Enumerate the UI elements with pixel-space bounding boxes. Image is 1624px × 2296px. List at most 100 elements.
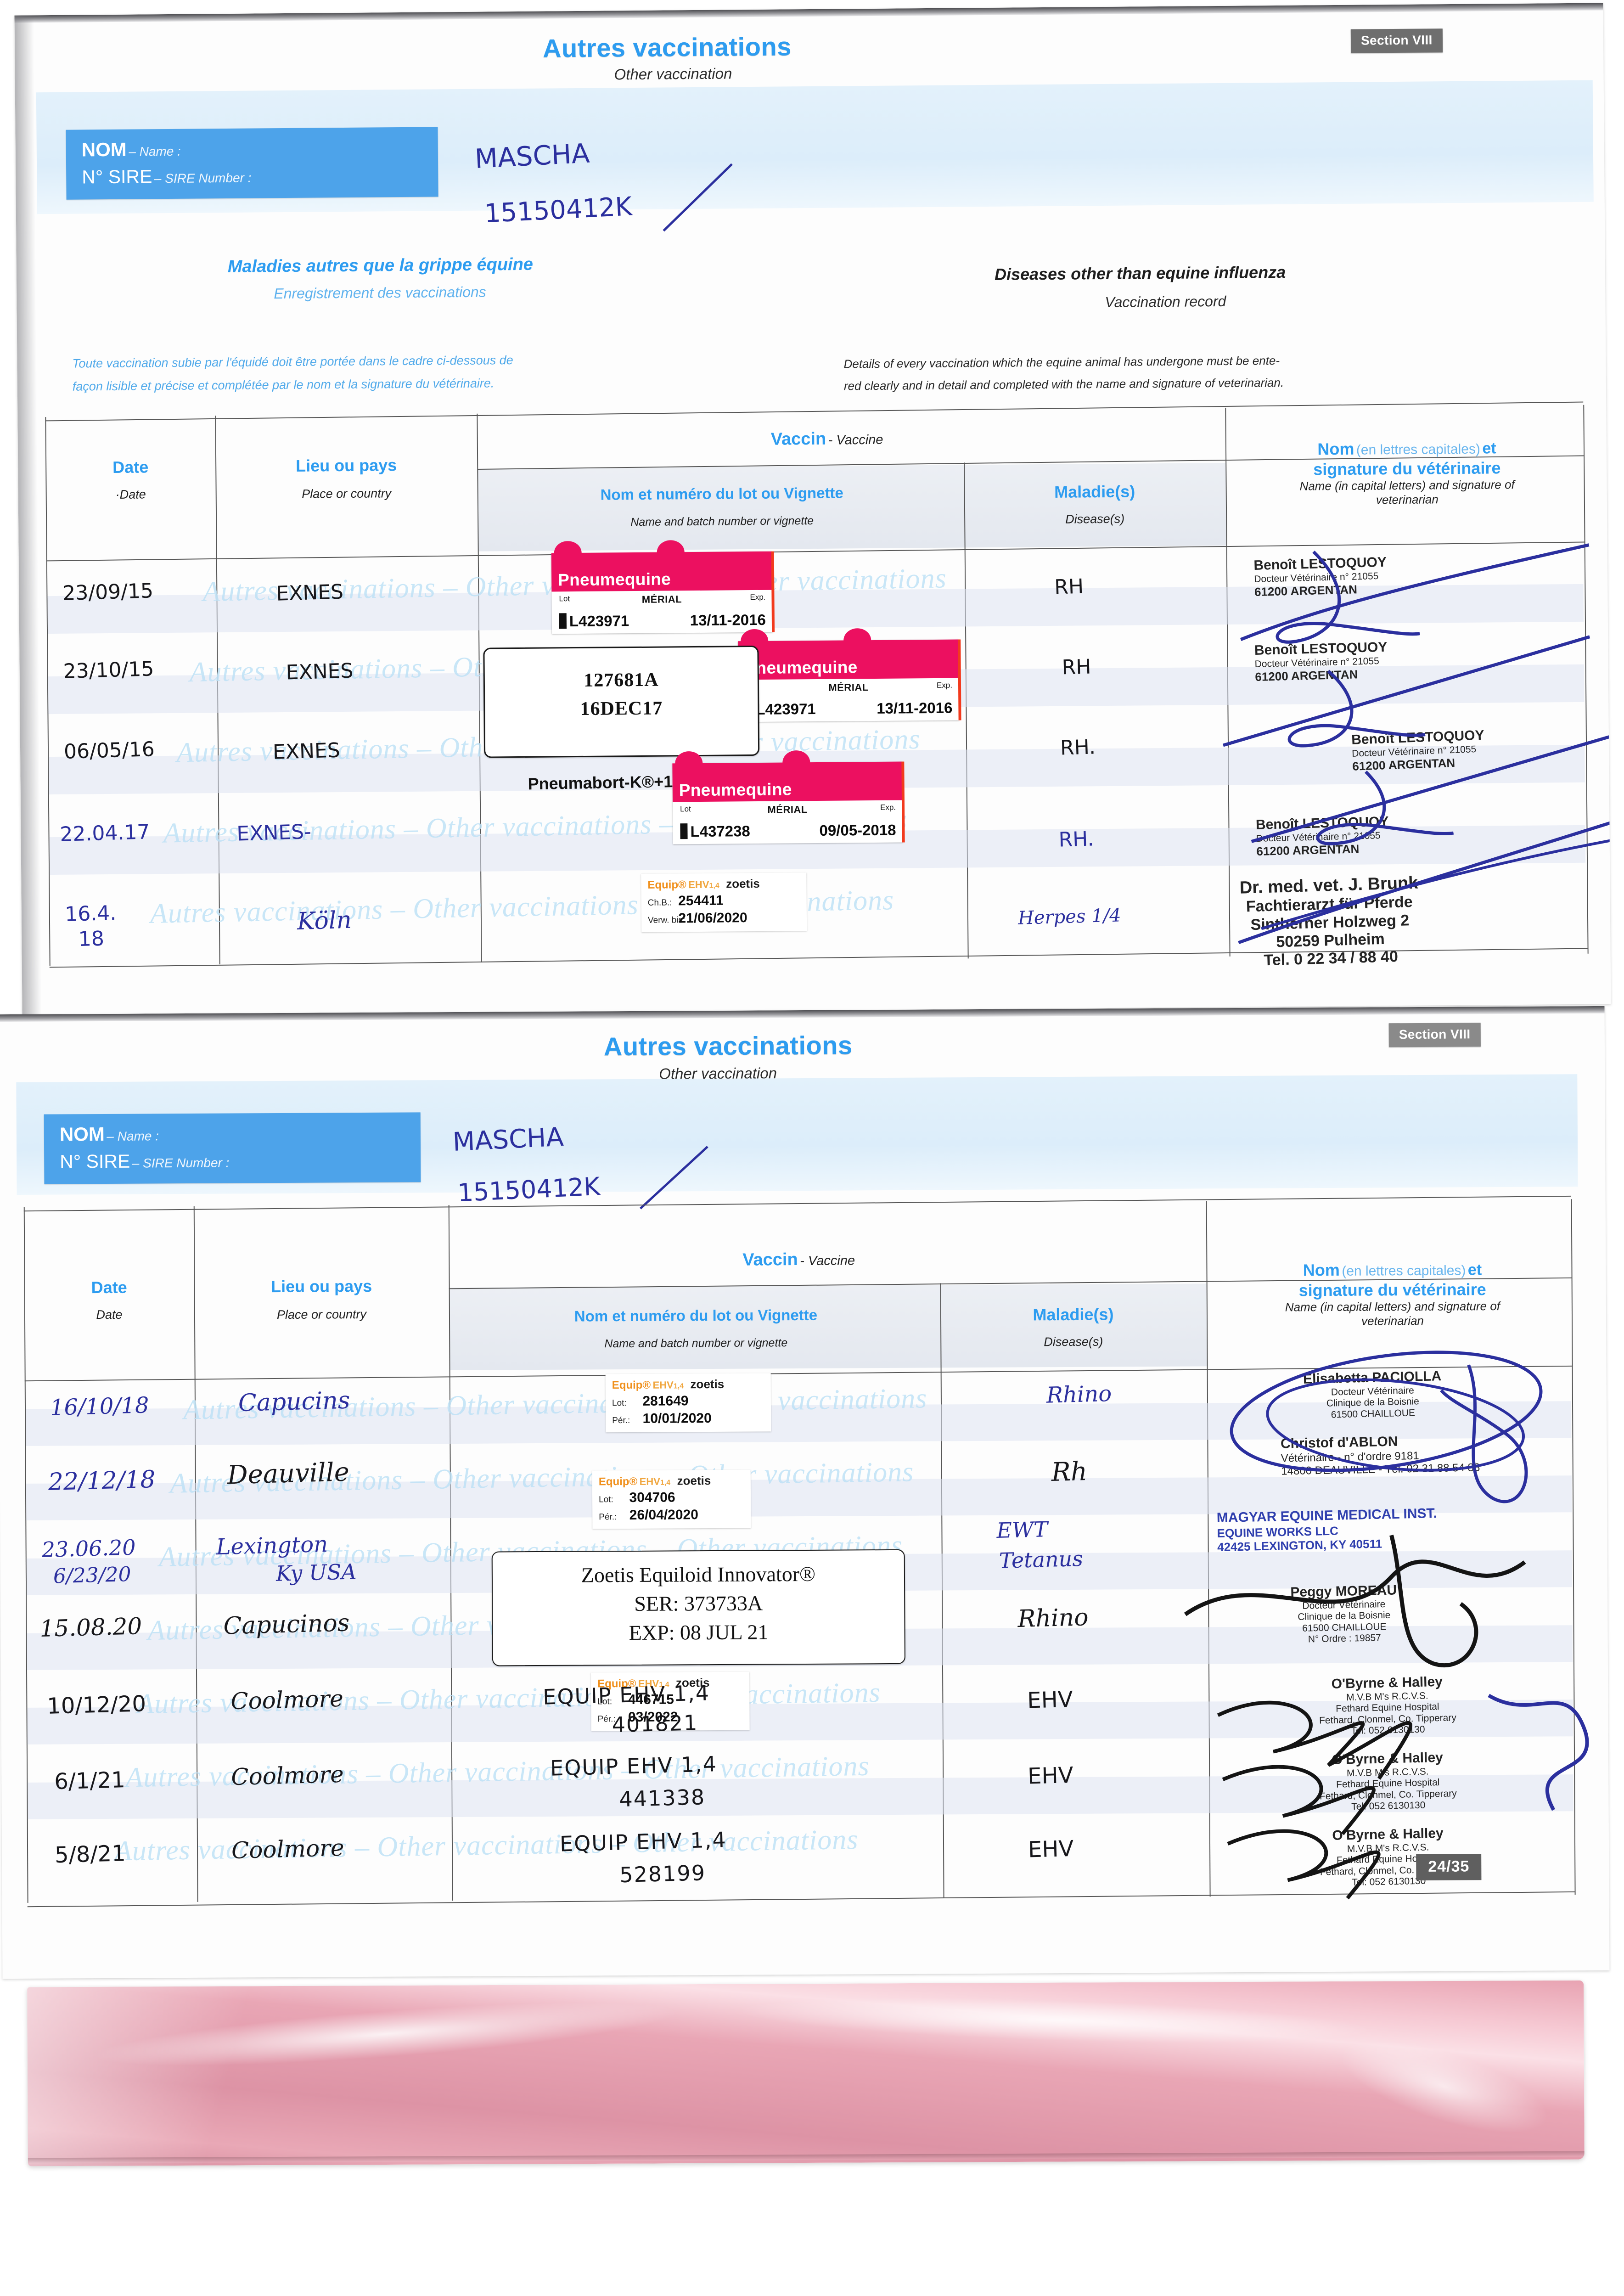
vet-stamp-bottom-5-name: O'Byrne & Halley (1332, 1750, 1444, 1767)
row-date-top-1: 23/10/15 (62, 657, 155, 683)
zoetis-b1-variant-sub: 1,4 (673, 1382, 684, 1390)
sire-label-en-bottom: – SIRE Number : (132, 1155, 230, 1171)
row-place-bottom-5: Coolmore (230, 1761, 344, 1791)
colhead-date-fr-top: Date (112, 457, 149, 477)
nom-row-bottom: NOM – Name : (60, 1119, 409, 1148)
table-vline-top-right (1583, 405, 1589, 954)
sire-label-fr-top: N° SIRE (82, 165, 152, 188)
pink-plastic-sleeve (27, 1980, 1585, 2167)
sticker-equiloid-line2: SER: 373733A (634, 1591, 763, 1615)
vignette-3-body: Lot MÉRIAL Exp. L437238 09/05-2018 (673, 800, 903, 844)
zoetis-top1-sup: ® (678, 878, 686, 891)
row-date-bottom-4: 10/12/20 (46, 1691, 146, 1719)
vignette-pneumequine-2: Pneumequine Lot MÉRIAL Exp. L423971 13/1… (738, 639, 961, 722)
vignette-1-name: Pneumequine (558, 569, 671, 590)
zoetis-label-top-1: Equip® EHV1,4 zoetis Ch.B.: 254411 Verw.… (641, 872, 807, 932)
vet-stamp-bottom-0: Elisabetta PACIOLLA Docteur Vétérinaire … (1303, 1368, 1443, 1421)
zoetis-b1-header: Equip® EHV1,4 zoetis (612, 1377, 764, 1392)
vignette-3-exp: 09/05-2018 (819, 821, 896, 839)
nom-label-fr-bottom: NOM (59, 1123, 105, 1145)
table-line-bottom-1 (23, 1195, 1571, 1212)
nom-label-fr-top: NOM (81, 138, 127, 161)
nom-value-top: MASCHA (474, 137, 590, 174)
row-date-bottom-2: 23.06.20 (41, 1535, 136, 1562)
row-disease-bottom-2: EWT (996, 1517, 1048, 1543)
zoetis-b2-exp-label: Pér.: (599, 1512, 617, 1522)
table-vline-top-disease (1225, 407, 1231, 957)
row-place-top-2: EXNES (272, 738, 341, 764)
row-disease-top-1: RH (1061, 655, 1092, 680)
intro-subtitle-fr-top: Enregistrement des vaccinations (274, 283, 486, 302)
sleeve-gloss-1 (89, 1988, 682, 2079)
row-date-top-2: 06/05/16 (63, 737, 155, 764)
colhead-vet-fr-nom-top: Nom (1317, 439, 1354, 459)
vignette-1-brand: MÉRIAL (641, 593, 682, 605)
vignette-1-exp: 13/11-2016 (690, 611, 766, 629)
vet-stamp-top-2: Benoît LESTOQUOY Docteur Vétérinaire n° … (1351, 728, 1485, 774)
vignette-2-exp-label: Exp. (936, 681, 953, 690)
row-disease-bottom-4: EHV (1027, 1686, 1073, 1714)
nom-label-en-top: – Name : (129, 144, 181, 159)
row-vaccine-bottom-4: EQUIP EHV 1,4 (542, 1680, 710, 1710)
sleeve-gloss-2 (742, 1991, 1366, 2050)
sticker-pneumabort-batch: 127681A 16DEC17 (483, 645, 760, 758)
zoetis-b2-variant-sub: 1,4 (660, 1479, 671, 1487)
row-date-bottom-2b: 6/23/20 (53, 1562, 132, 1588)
zoetis-b1-exp: 10/01/2020 (642, 1411, 712, 1426)
vet-stamp-top-0: Benoît LESTOQUOY Docteur Vétérinaire n° … (1253, 555, 1388, 599)
nom-value-bottom: MASCHA (452, 1122, 565, 1158)
row-place-bottom-6: Coolmore (231, 1834, 345, 1864)
vignette-1-lot: L423971 (559, 612, 629, 630)
vignette-1-lot-label: Lot (559, 594, 570, 603)
sticker-line2: 16DEC17 (580, 698, 663, 720)
row-disease-top-0: RH (1054, 574, 1084, 599)
nom-row-top: NOM – Name : (82, 134, 426, 164)
row-date-bottom-6: 5/8/21 (54, 1840, 126, 1868)
zoetis-top1-lot: 254411 (678, 893, 724, 909)
row-disease-top-3: RH. (1058, 827, 1095, 852)
zoetis-b1-lot-row: Lot: 281649 (612, 1393, 764, 1409)
row-date-top-4: 16.4. 18 (64, 901, 117, 951)
intro-note-fr-line2-top: façon lisible et précise et complétée pa… (72, 376, 495, 394)
row-date-bottom-5: 6/1/21 (54, 1767, 126, 1795)
colhead-vet-fr-sig-bottom: signature du vétérinaire (1298, 1280, 1486, 1300)
zoetis-top1-product: Equip (647, 878, 679, 891)
row-place-bottom-2: Lexington (215, 1531, 328, 1560)
intro-subtitle-en-top: Vaccination record (1105, 293, 1226, 310)
vet-stamp-bottom-4: O'Byrne & Halley M.V.B M's R.C.V.S. Feth… (1318, 1674, 1457, 1737)
vignette-2-name: Pneumequine (744, 658, 858, 678)
sire-label-fr-bottom: N° SIRE (60, 1150, 130, 1172)
colhead-vet-fr-et-top: et (1482, 439, 1496, 457)
colhead-vet-fr-et-bottom: et (1467, 1261, 1482, 1279)
row-place-bottom-0: Capucins (238, 1386, 351, 1417)
scanned-page-bottom: Autres vaccinations Other vaccination Se… (0, 1006, 1610, 1979)
row-place-bottom-3: Capucinos (223, 1609, 350, 1640)
zoetis-b2-variant: EHV (639, 1475, 660, 1487)
vet-stamp-top-1: Benoît LESTOQUOY Docteur Vétérinaire n° … (1254, 640, 1388, 684)
zoetis-b1-product: Equip (612, 1379, 643, 1392)
vet-stamp-bottom-2: MAGYAR EQUINE MEDICAL INST. EQUINE WORKS… (1216, 1506, 1438, 1554)
sleeve-gloss-3 (1330, 2021, 1558, 2152)
row-date-bottom-0: 16/10/18 (50, 1392, 150, 1421)
nom-label-en-bottom: – Name : (107, 1129, 159, 1143)
row-vaccine-bottom-6: EQUIP EHV 1,4 (559, 1827, 727, 1857)
vet-stamp-bottom-6-name: O'Byrne & Halley (1332, 1825, 1444, 1843)
scanned-page-top: Autres vaccinations Other vaccination Se… (14, 3, 1611, 1017)
zoetis-top1-brand: zoetis (726, 876, 760, 891)
row-disease-bottom-3: Rhino (1017, 1604, 1089, 1633)
row-disease-bottom-6: EHV (1028, 1835, 1074, 1863)
colhead-vet-en-l2-bottom: veterinarian (1361, 1314, 1424, 1328)
zoetis-b1-variant: EHV (652, 1379, 674, 1391)
vet-stamp-top-1-address: 61200 ARGENTAN (1255, 667, 1358, 684)
vignette-2-body: Lot MÉRIAL Exp. L423971 13/11-2016 (738, 678, 959, 722)
zoetis-b2-lot-label: Lot: (599, 1495, 613, 1505)
vet-stamp-top-4: Dr. med. vet. J. Brunk Fachtierarzt für … (1239, 873, 1420, 971)
vet-stamp-top-0-address: 61200 ARGENTAN (1254, 582, 1358, 599)
zoetis-top1-exp: 21/06/2020 (678, 910, 747, 926)
sticker-equiloid: Zoetis Equiloid Innovator® SER: 373733A … (491, 1549, 905, 1666)
colhead-vaccine-group-top: Vaccin - Vaccine (771, 429, 883, 450)
vet-stamp-bottom-5: O'Byrne & Halley M.V.B M's R.C.V.S. Feth… (1319, 1750, 1457, 1813)
watermark-line-bottom-7: Autres vaccinations – Other vaccinations… (114, 1823, 859, 1867)
zoetis-b1-exp-row: Pér.: 10/01/2020 (612, 1410, 764, 1427)
section-badge-bottom: Section VIII (1388, 1023, 1481, 1047)
